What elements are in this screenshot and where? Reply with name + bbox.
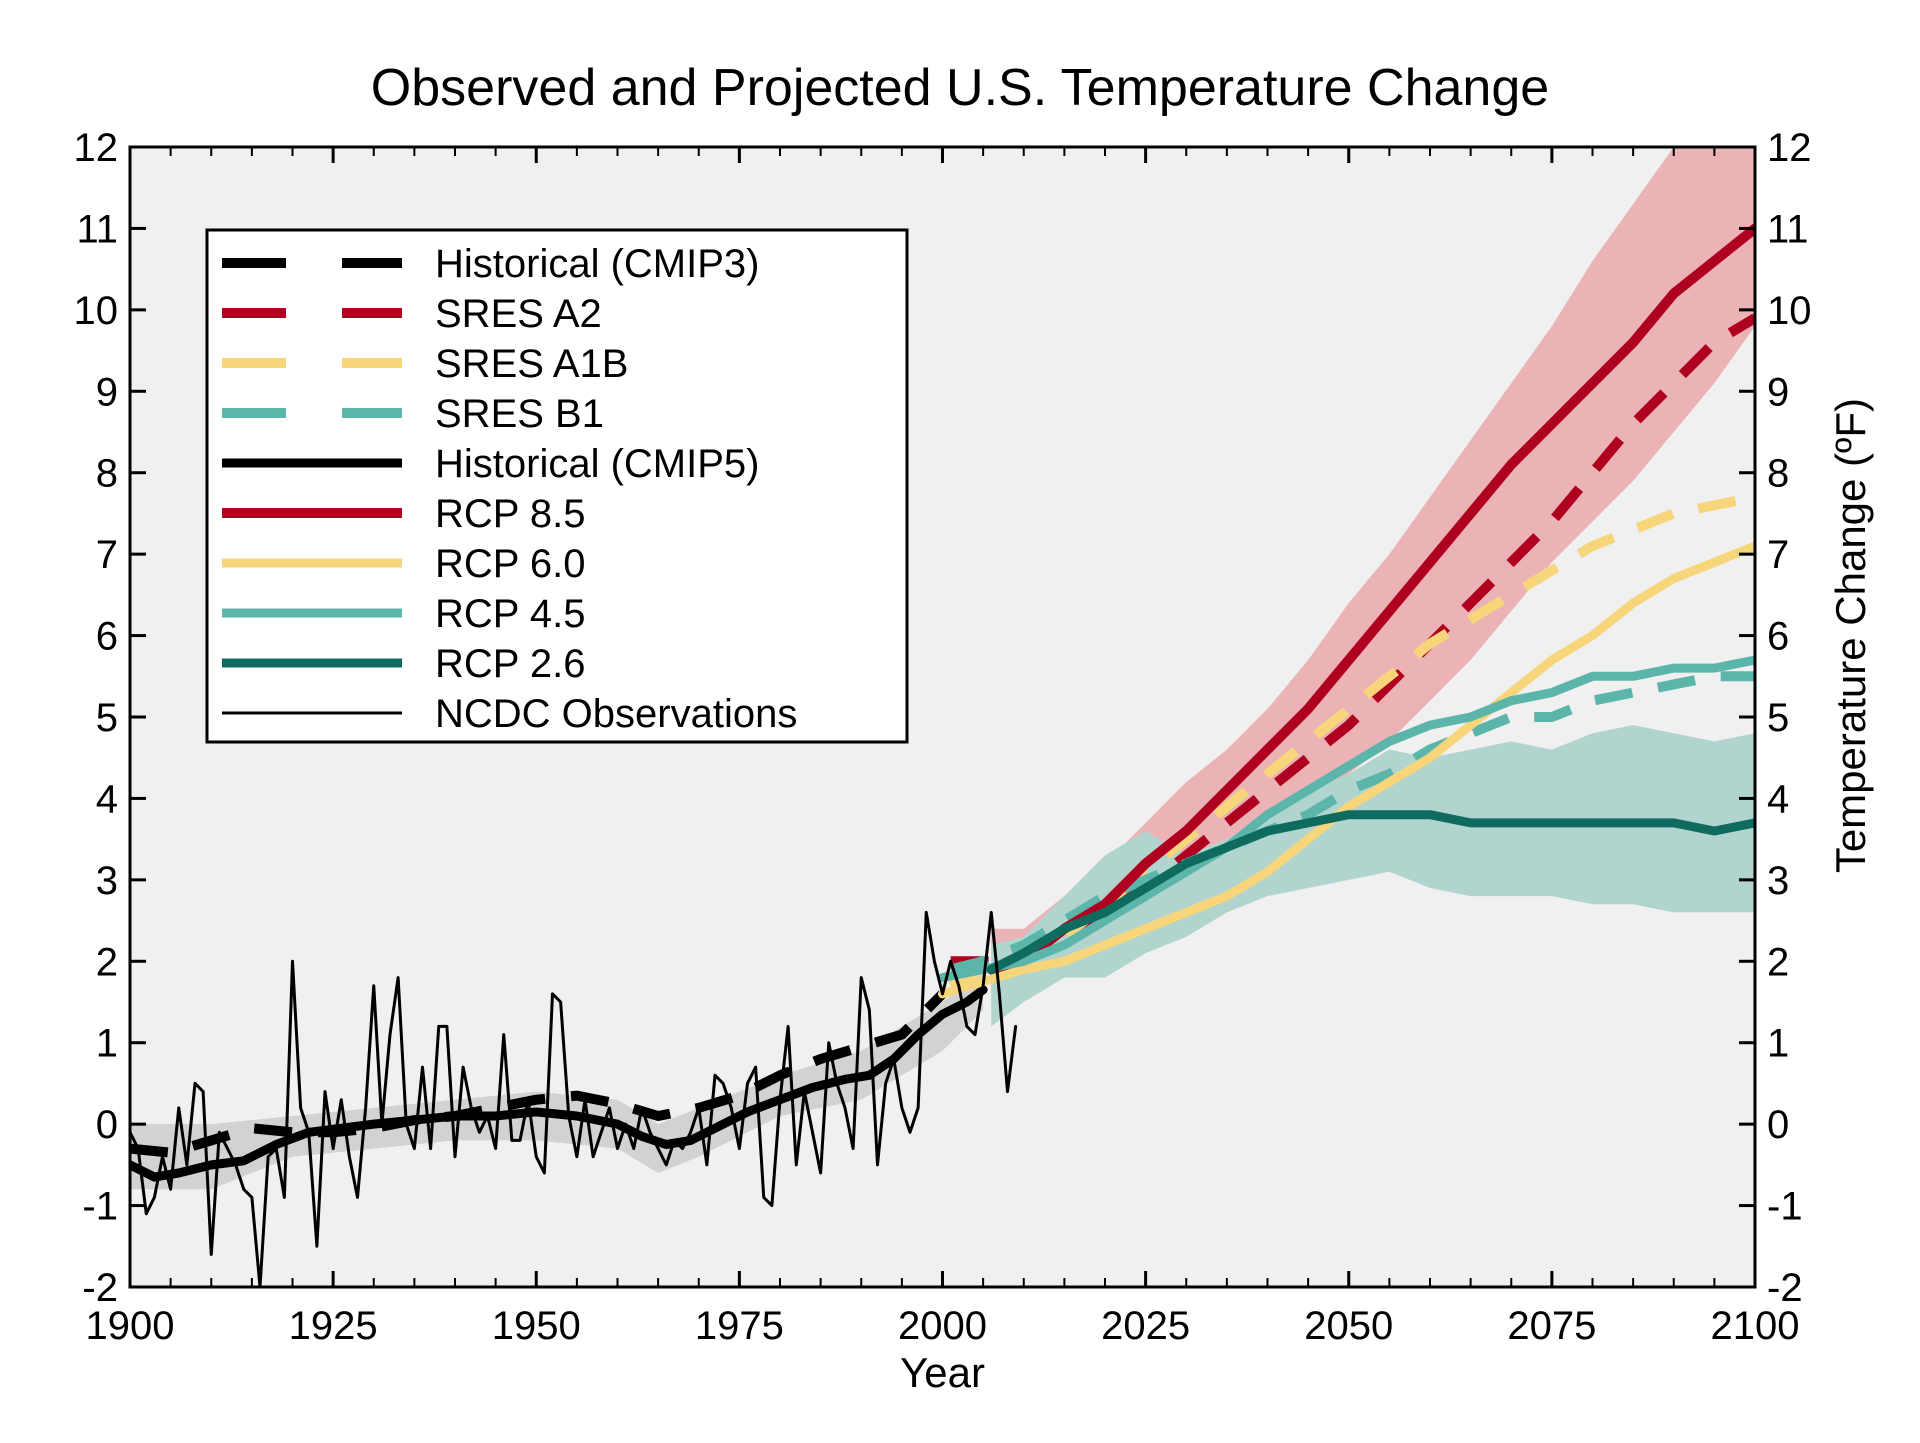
legend-label: Historical (CMIP5) (435, 442, 759, 486)
legend-label: RCP 6.0 (435, 542, 585, 586)
x-tick-label: 2050 (1304, 1304, 1393, 1348)
y-tick-label-left: 3 (96, 859, 118, 903)
series-historical-cmip5 (130, 985, 988, 1182)
x-tick-label: 1925 (289, 1304, 378, 1348)
x-axis-label: Year (900, 1349, 985, 1396)
series-ncdc-observations (130, 910, 1018, 1287)
x-tick-label: 2075 (1507, 1304, 1596, 1348)
y-tick-label-right: 7 (1767, 533, 1789, 577)
chart-title: Observed and Projected U.S. Temperature … (371, 59, 1549, 117)
y-tick-label-right: 10 (1767, 289, 1812, 333)
y-tick-label-right: 5 (1767, 696, 1789, 740)
legend: Historical (CMIP3) SRES A2 SRES A1B SRES B1… (205, 228, 909, 744)
y-tick-label-left: 10 (74, 289, 119, 333)
x-tick-label: 2000 (898, 1304, 987, 1348)
y-tick-label-right: 9 (1767, 370, 1789, 414)
y-tick-label-left: 6 (96, 615, 118, 659)
legend-label: RCP 8.5 (435, 492, 585, 536)
y-tick-label-left: 0 (96, 1103, 118, 1147)
y-tick-label-right: -2 (1767, 1266, 1803, 1310)
y-tick-label-right: 2 (1767, 940, 1789, 984)
y-tick-label-left: 9 (96, 370, 118, 414)
band-red_band (991, 147, 1755, 1002)
y-tick-label-right: 11 (1767, 207, 1809, 251)
legend-label: Historical (CMIP3) (435, 242, 759, 286)
legend-label: NCDC Observations (435, 692, 797, 736)
legend-box (205, 228, 909, 744)
y-tick-label-right: 6 (1767, 615, 1789, 659)
series-rcp-6-0 (938, 541, 1755, 999)
y-tick-label-left: 1 (96, 1022, 118, 1066)
series-rcp-4-5 (938, 655, 1755, 983)
band-teal_band (991, 725, 1755, 1027)
series-sres-b1 (949, 671, 1755, 975)
y-tick-label-right: 4 (1767, 777, 1789, 821)
legend-label: SRES A2 (435, 292, 602, 336)
y-axis-label-right: Temperature Change (ºF) (1827, 398, 1874, 873)
y-tick-label-right: 1 (1767, 1022, 1789, 1066)
y-tick-label-right: 12 (1767, 126, 1812, 170)
y-tick-label-left: 2 (96, 940, 118, 984)
y-tick-label-right: -1 (1767, 1185, 1803, 1229)
series-rcp-2-6 (986, 810, 1755, 974)
data-series (130, 223, 1755, 1287)
y-tick-label-left: -1 (82, 1185, 118, 1229)
x-tick-label: 1975 (695, 1304, 784, 1348)
x-tick-label: 2100 (1711, 1304, 1800, 1348)
axis-ticks: 1900 1925 1950 1975 2000 2025 2050 2075 2100-2 -2… (74, 126, 1812, 1348)
y-tick-label-left: 8 (96, 452, 118, 496)
y-tick-label-left: 4 (96, 777, 118, 821)
legend-label: RCP 4.5 (435, 592, 585, 636)
y-tick-label-right: 0 (1767, 1103, 1789, 1147)
y-tick-label-right: 8 (1767, 452, 1789, 496)
y-tick-label-left: 12 (74, 126, 119, 170)
y-tick-label-left: 5 (96, 696, 118, 740)
y-tick-label-left: 7 (96, 533, 118, 577)
legend-label: RCP 2.6 (435, 642, 585, 686)
series-historical-cmip3 (130, 990, 947, 1158)
x-tick-label: 2025 (1101, 1304, 1190, 1348)
y-tick-label-right: 3 (1767, 859, 1789, 903)
y-tick-label-left: -2 (82, 1266, 118, 1310)
legend-label: SRES A1B (435, 342, 628, 386)
x-tick-label: 1950 (492, 1304, 581, 1348)
y-tick-label-left: 11 (76, 207, 118, 251)
x-tick-label: 1900 (86, 1304, 175, 1348)
legend-label: SRES B1 (435, 392, 604, 436)
